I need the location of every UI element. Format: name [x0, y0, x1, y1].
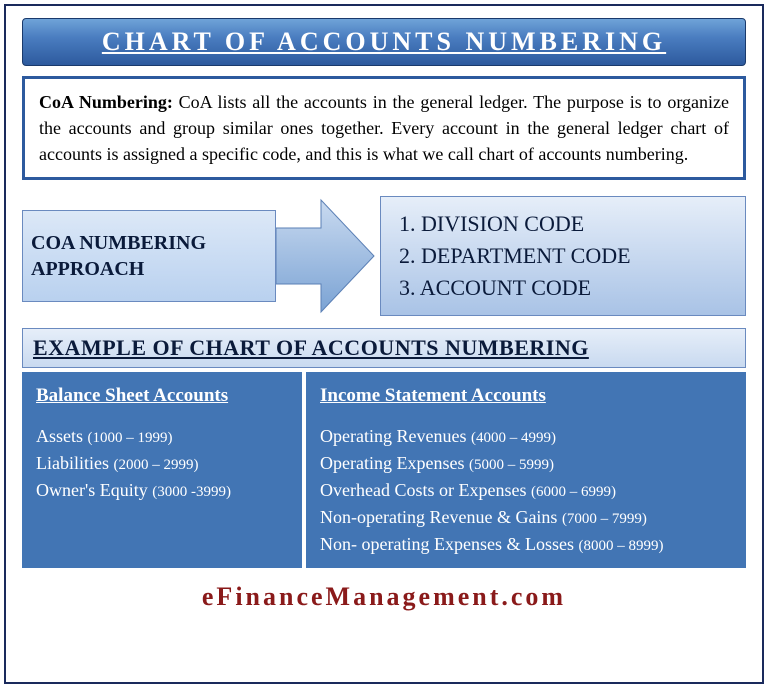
list-item: Assets (1000 – 1999) — [36, 423, 288, 450]
infographic-container: CHART OF ACCOUNTS NUMBERING CoA Numberin… — [4, 4, 764, 684]
code-item: 3. ACCOUNT CODE — [399, 272, 727, 304]
list-item: Owner's Equity (3000 -3999) — [36, 477, 288, 504]
list-item: Operating Expenses (5000 – 5999) — [320, 450, 732, 477]
description-lead: CoA Numbering: — [39, 92, 173, 112]
balance-sheet-heading: Balance Sheet Accounts — [36, 382, 288, 411]
list-item: Non- operating Expenses & Losses (8000 –… — [320, 531, 732, 558]
page-title: CHART OF ACCOUNTS NUMBERING — [102, 27, 666, 56]
example-header: EXAMPLE OF CHART OF ACCOUNTS NUMBERING — [22, 328, 746, 368]
code-item: 1. DIVISION CODE — [399, 208, 727, 240]
title-bar: CHART OF ACCOUNTS NUMBERING — [22, 18, 746, 66]
approach-row: COA NUMBERING APPROACH 1. DIVISION CODE … — [22, 196, 746, 316]
list-item: Operating Revenues (4000 – 4999) — [320, 423, 732, 450]
list-item: Non-operating Revenue & Gains (7000 – 79… — [320, 504, 732, 531]
income-statement-box: Income Statement Accounts Operating Reve… — [306, 372, 746, 568]
list-item: Liabilities (2000 – 2999) — [36, 450, 288, 477]
codes-box: 1. DIVISION CODE 2. DEPARTMENT CODE 3. A… — [380, 196, 746, 316]
approach-label-line1: COA NUMBERING — [31, 232, 206, 254]
approach-label-line2: APPROACH — [31, 258, 144, 280]
list-item: Overhead Costs or Expenses (6000 – 6999) — [320, 477, 732, 504]
balance-sheet-box: Balance Sheet Accounts Assets (1000 – 19… — [22, 372, 302, 568]
accounts-row: Balance Sheet Accounts Assets (1000 – 19… — [22, 372, 746, 568]
income-statement-heading: Income Statement Accounts — [320, 382, 732, 411]
description-box: CoA Numbering: CoA lists all the account… — [22, 76, 746, 180]
arrow-icon — [276, 196, 376, 316]
code-item: 2. DEPARTMENT CODE — [399, 240, 727, 272]
footer-brand: eFinanceManagement.com — [6, 582, 762, 612]
approach-label-box: COA NUMBERING APPROACH — [22, 210, 276, 302]
